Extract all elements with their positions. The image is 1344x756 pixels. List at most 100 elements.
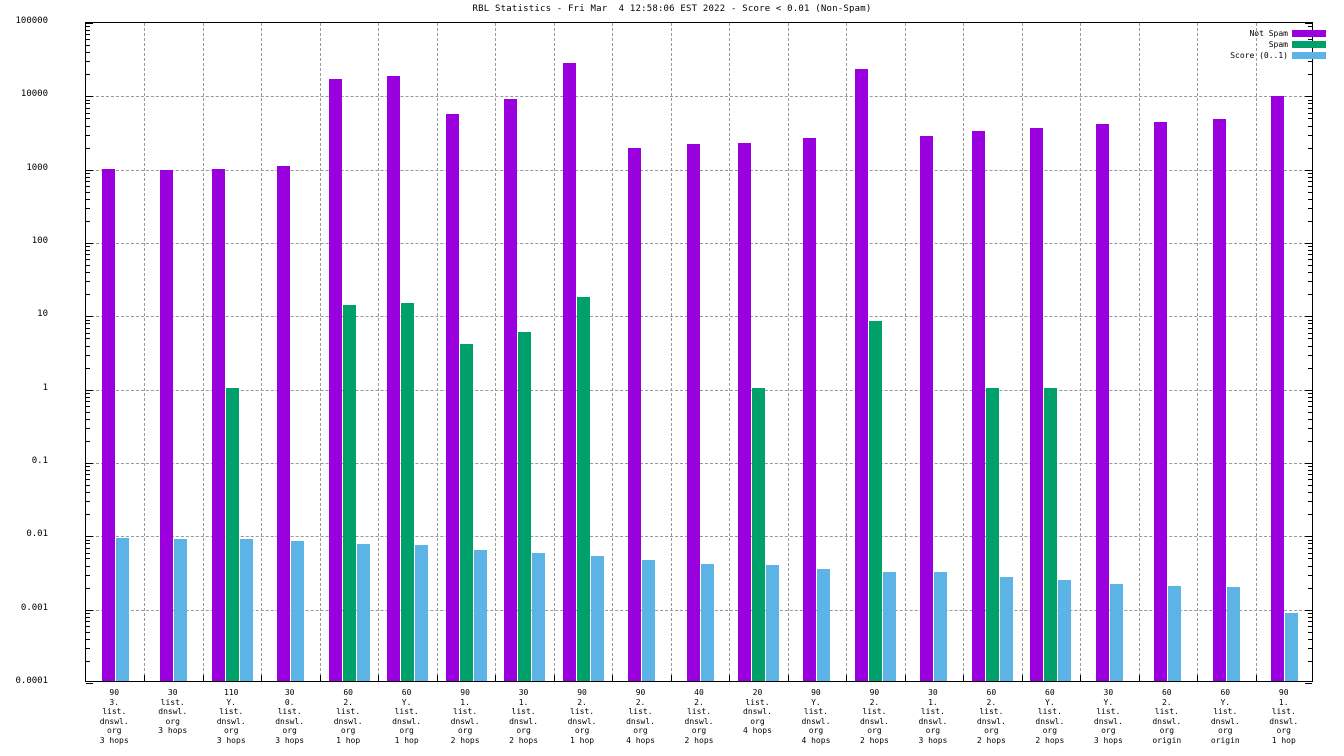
x-axis-tick-label-line: dnswl. xyxy=(216,716,246,726)
y-axis-minor-tick xyxy=(1308,587,1312,589)
y-axis-minor-tick xyxy=(1308,125,1312,127)
y-axis-minor-tick xyxy=(1308,492,1312,494)
x-axis-tick-label: 30 Y. list. dnswl. org 3 hops xyxy=(1079,688,1137,746)
x-axis-tick-label-line: list. xyxy=(628,707,653,717)
y-axis-minor-tick xyxy=(1308,401,1312,403)
y-axis-minor-tick xyxy=(86,418,90,420)
y-axis-minor-tick xyxy=(86,625,90,627)
x-axis-tick-label-line: dnswl. xyxy=(1269,716,1299,726)
x-axis-tick-label: 60 2. list. dnswl. org 1 hop xyxy=(319,688,377,746)
y-axis-minor-tick xyxy=(1308,396,1312,398)
bar-not-spam xyxy=(1212,119,1226,681)
y-axis-major-tick xyxy=(1305,609,1312,611)
y-axis-major-tick xyxy=(1305,536,1312,538)
y-axis-tick-label: 100000 xyxy=(15,16,48,26)
x-axis-tick-label-line: 30 xyxy=(167,688,178,697)
y-axis-minor-tick xyxy=(86,501,90,503)
y-axis-tick-label: 0.0001 xyxy=(15,676,48,686)
bar-score-0-1 xyxy=(1226,587,1240,681)
bar-not-spam xyxy=(504,98,518,681)
y-axis-minor-tick xyxy=(86,405,90,407)
y-axis-tick-label: 1000 xyxy=(26,162,48,173)
y-axis-minor-tick xyxy=(86,250,90,252)
y-axis-minor-tick xyxy=(1308,565,1312,567)
y-axis-major-tick xyxy=(1305,169,1312,171)
y-axis-minor-tick xyxy=(86,479,90,481)
x-axis-tick-label: 90 Y. list. dnswl. org 4 hops xyxy=(787,688,845,746)
x-axis-tick-label-line: Y. xyxy=(226,697,236,707)
x-axis-tick-label-line: 2 hops xyxy=(684,735,714,745)
y-axis-minor-tick xyxy=(1308,198,1312,200)
x-axis-tick-label-line: 90 xyxy=(1278,688,1289,697)
y-axis-minor-tick xyxy=(1308,440,1312,442)
x-axis-tick-label-line: list. xyxy=(862,707,887,717)
y-axis-minor-tick xyxy=(1308,338,1312,340)
bar-not-spam xyxy=(562,62,576,681)
gridline-vertical xyxy=(553,23,555,681)
y-axis-minor-tick xyxy=(86,265,90,267)
y-axis-minor-tick xyxy=(86,208,90,209)
x-axis-tick-label-line: 4 hops xyxy=(801,735,831,745)
y-axis-minor-tick xyxy=(86,354,90,356)
y-axis-minor-tick xyxy=(86,107,90,109)
y-axis-major-tick xyxy=(1305,243,1312,244)
x-axis-tick-label-line: list. xyxy=(570,707,595,717)
y-axis-minor-tick xyxy=(1308,191,1312,193)
bar-score-0-1 xyxy=(1168,585,1182,681)
x-axis-tick-label-line: org xyxy=(1218,726,1233,736)
y-axis-minor-tick xyxy=(1308,621,1312,623)
x-axis-tick-label-line: dnswl. xyxy=(567,716,597,726)
y-axis-minor-tick xyxy=(86,543,90,545)
bar-spam xyxy=(342,304,356,681)
y-axis-minor-tick xyxy=(1308,638,1312,640)
x-axis-tick-label-line: dnswl. xyxy=(450,716,480,726)
y-axis-minor-tick xyxy=(86,474,90,476)
x-axis-tick-label-line: org xyxy=(282,726,297,736)
y-axis-minor-tick xyxy=(86,638,90,640)
y-axis-minor-tick xyxy=(1308,250,1312,252)
x-axis-tick-label-line: 1 hop xyxy=(570,735,595,745)
y-axis-minor-tick xyxy=(86,173,90,175)
y-axis-minor-tick xyxy=(86,181,90,183)
y-axis-minor-tick xyxy=(86,539,90,541)
y-axis-minor-tick xyxy=(1308,613,1312,615)
bar-not-spam xyxy=(1095,124,1109,681)
gridline-vertical xyxy=(1138,23,1140,681)
bar-score-0-1 xyxy=(291,541,305,681)
x-axis-tick-label: 60 2. list. dnswl. org 2 hops xyxy=(962,688,1020,746)
x-axis-tick-label-line: 90 xyxy=(577,688,587,697)
y-axis-minor-tick xyxy=(1308,543,1312,545)
y-axis-minor-tick xyxy=(1308,552,1312,554)
y-axis-tick-label: 100 xyxy=(31,236,48,246)
y-axis-minor-tick xyxy=(86,125,90,127)
y-axis-minor-tick xyxy=(1308,474,1312,476)
x-axis-tick-label-line: dnswl. xyxy=(626,716,655,726)
bar-spam xyxy=(401,302,415,681)
x-axis-tick-label-line: list. xyxy=(160,697,185,707)
gridline-vertical xyxy=(846,23,848,681)
x-axis-tick xyxy=(729,675,731,681)
x-axis-tick-label-line: list. xyxy=(453,707,478,717)
x-axis-tick xyxy=(1197,675,1199,681)
x-axis-tick-label-line: 0. xyxy=(284,697,295,707)
x-axis-tick-label-line: dnswl. xyxy=(801,716,831,726)
gridline-vertical xyxy=(495,23,497,681)
x-axis-tick-label: 60 2. list. dnswl. org origin xyxy=(1138,688,1196,746)
x-axis-tick-label-line: 3 hops xyxy=(918,735,948,745)
y-axis-minor-tick xyxy=(86,411,90,413)
y-axis-major-tick xyxy=(86,243,93,244)
y-axis-minor-tick xyxy=(86,327,90,329)
y-axis-minor-tick xyxy=(86,565,90,567)
x-axis-tick-label-line: 3 hops xyxy=(275,735,305,745)
bar-score-0-1 xyxy=(1285,612,1299,681)
x-axis-tick-label: 90 2. list. dnswl. org 1 hop xyxy=(553,688,611,746)
gridline-vertical xyxy=(612,23,614,681)
y-axis-minor-tick xyxy=(86,34,90,36)
y-axis-minor-tick xyxy=(86,74,90,76)
x-axis-tick-label-line: 1. xyxy=(1278,697,1289,707)
x-axis-tick-label-line: 1 hop xyxy=(1271,735,1296,745)
y-axis-minor-tick xyxy=(86,176,90,178)
y-axis-minor-tick xyxy=(86,185,90,187)
y-axis-minor-tick xyxy=(1308,648,1312,649)
x-axis-tick-label-line: list. xyxy=(920,707,945,717)
